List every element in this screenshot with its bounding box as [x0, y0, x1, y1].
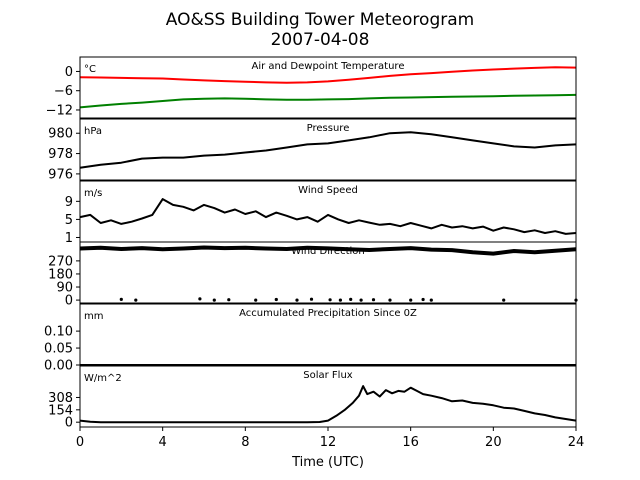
temperature-series-line — [79, 93, 577, 109]
temperature-unit-label: °C — [84, 64, 96, 75]
x-tick-label: 20 — [485, 435, 502, 450]
wind-direction-point — [212, 298, 216, 302]
wind-direction-point — [409, 298, 413, 302]
y-tick-label: 0.05 — [44, 342, 73, 357]
panel-precipitation: 0.10 0.05 0.00 Accumulated Precipitation Si… — [44, 303, 577, 374]
x-tick-label: 12 — [320, 435, 337, 450]
y-tick-label: 308 — [48, 391, 73, 406]
wind-direction-point — [274, 297, 278, 302]
wind-direction-point — [295, 298, 299, 302]
x-tick-label: 16 — [402, 435, 419, 450]
wind-direction-point — [371, 298, 376, 302]
panel-wind_speed: 9 5 1 Wind Speed m/s — [65, 180, 577, 246]
wind-direction-point — [309, 297, 314, 301]
x-axis-label: Time (UTC) — [291, 455, 364, 470]
temperature-series-line — [79, 66, 577, 84]
y-tick-label: 980 — [48, 127, 73, 142]
y-tick-label: −6 — [54, 84, 73, 99]
pressure-series-line — [79, 131, 577, 169]
pressure-frame — [79, 118, 577, 181]
precipitation-panel-title: Accumulated Precipitation Since 0Z — [239, 308, 417, 319]
wind-direction-point — [328, 298, 332, 302]
wind-direction-point — [198, 297, 202, 301]
wind-direction-point — [134, 298, 138, 302]
wind_direction-series-line — [79, 245, 577, 256]
y-tick-label: 0 — [65, 416, 73, 431]
x-tick-label: 0 — [76, 435, 84, 450]
wind-direction-point — [227, 298, 231, 302]
wind-direction-point — [254, 298, 258, 302]
y-tick-label: 976 — [48, 167, 73, 182]
y-tick-label: 1 — [65, 231, 73, 246]
y-tick-label: 154 — [48, 403, 73, 418]
wind-direction-point — [429, 298, 433, 302]
temperature-frame — [79, 56, 577, 119]
pressure-panel-title: Pressure — [307, 123, 350, 134]
y-tick-label: −12 — [46, 103, 73, 118]
wind-direction-point — [388, 298, 392, 302]
temperature-panel-title: Air and Dewpoint Temperature — [252, 61, 405, 72]
panel-pressure: 980 978 976 Pressure hPa — [48, 118, 577, 182]
wind_direction-frame — [79, 241, 577, 304]
precipitation-unit-label: mm — [84, 311, 103, 322]
panel-temperature: 0 −6 −12 Air and Dewpoint Temperature °C — [46, 56, 577, 119]
solar_flux-series-line — [79, 385, 577, 424]
wind-direction-point — [119, 297, 123, 301]
y-tick-label: 90 — [56, 281, 73, 296]
wind-direction-point — [421, 297, 425, 302]
wind_direction-panel-title: Wind Direction — [291, 246, 365, 257]
chart-title: AO&SS Building Tower Meteorogram — [166, 10, 474, 30]
solar_flux-panel-title: Solar Flux — [303, 370, 353, 381]
y-tick-label: 0 — [65, 65, 73, 80]
y-tick-label: 180 — [48, 267, 73, 282]
wind_speed-panel-title: Wind Speed — [298, 185, 358, 196]
y-tick-label: 0.10 — [44, 325, 73, 340]
chart-subtitle: 2007-04-08 — [271, 30, 370, 50]
precipitation-frame — [79, 303, 577, 366]
wind-direction-point — [349, 297, 353, 301]
wind-direction-point — [502, 298, 506, 302]
x-axis: 0 4 8 12 16 20 24 — [76, 427, 584, 450]
wind_speed-unit-label: m/s — [84, 188, 102, 199]
solar_flux-unit-label: W/m^2 — [84, 373, 122, 384]
y-tick-label: 0 — [65, 294, 73, 309]
wind-direction-point — [359, 298, 363, 302]
x-tick-label: 24 — [568, 435, 585, 450]
x-tick-label: 8 — [241, 435, 249, 450]
wind-direction-point — [338, 298, 342, 302]
x-tick-label: 4 — [159, 435, 167, 450]
y-tick-label: 0.00 — [44, 359, 73, 374]
wind_speed-series-line — [79, 198, 577, 235]
y-tick-label: 9 — [65, 195, 73, 210]
y-tick-label: 5 — [65, 213, 73, 228]
pressure-unit-label: hPa — [84, 126, 102, 137]
y-tick-label: 270 — [48, 254, 73, 269]
y-tick-label: 978 — [48, 147, 73, 162]
